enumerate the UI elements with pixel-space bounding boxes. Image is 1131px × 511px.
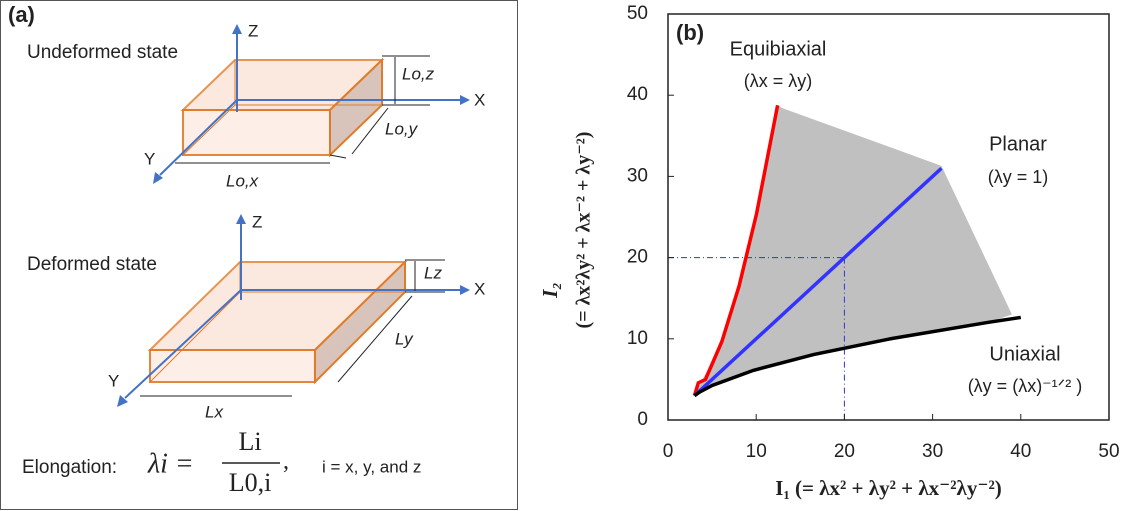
series-label: Equibiaxial — [730, 38, 827, 60]
x-axis-title: I₁ (= λx² + λy² + λx⁻²λy⁻²) — [775, 476, 1001, 500]
x-tick-label: 50 — [1098, 441, 1119, 462]
undeformed-axes — [153, 24, 470, 184]
index-note: i = x, y, and z — [322, 457, 421, 476]
axis-name: Y — [144, 149, 155, 168]
series-label: Uniaxial — [989, 343, 1060, 365]
equation-denominator: L0,i — [229, 468, 272, 497]
axis-name: Z — [252, 212, 262, 231]
dimension-label: Lo,y — [385, 119, 419, 138]
state-title: Undeformed state — [27, 42, 178, 63]
y-tick-label: 40 — [627, 84, 648, 105]
plot-frame — [667, 13, 1110, 421]
equation-lhs: λi = — [147, 448, 194, 479]
undeformed-box — [180, 57, 385, 158]
equation-label: Elongation: — [22, 457, 117, 478]
panel-frame — [0, 0, 518, 510]
x-tick-label: 30 — [922, 441, 943, 462]
equation-numerator: Li — [238, 427, 261, 456]
series-line — [692, 104, 780, 397]
undeformed-dimensions — [175, 55, 430, 164]
chart: Equibiaxial (λx = λy) Planar (λy = 1) Uniaxi… — [538, 3, 1120, 500]
series-note: (λx = λy) — [744, 71, 813, 91]
panel-label: (b) — [676, 20, 704, 45]
y-tick-label: 0 — [637, 409, 648, 430]
y-tick-label: 20 — [627, 247, 648, 268]
x-tick-label: 10 — [746, 441, 767, 462]
axis-name: X — [474, 279, 485, 298]
y-tick-label: 10 — [627, 328, 648, 349]
deformed-axes — [117, 214, 470, 407]
state-title: Deformed state — [27, 254, 157, 275]
series-line — [693, 315, 1022, 398]
x-tick-label: 20 — [834, 441, 855, 462]
series-note: (λy = (λx)⁻¹ᐟ² ) — [968, 376, 1083, 396]
panel-label: (a) — [8, 2, 35, 27]
axis-name: Z — [248, 21, 258, 40]
y-axis-title: (= λx²λy² + λx⁻² + λy⁻²) — [573, 132, 595, 329]
equation-separator: , — [283, 449, 289, 475]
dimension-label: Ly — [395, 329, 414, 348]
deformed-box — [147, 259, 408, 385]
y-axis-symbol: I₂ — [538, 282, 562, 299]
axis-name: X — [474, 90, 485, 109]
deformed-dimensions — [140, 259, 445, 397]
dimension-label: Lz — [424, 263, 442, 282]
dimension-label: Lo,x — [226, 171, 259, 190]
x-tick-label: 0 — [663, 441, 674, 462]
series-note: (λy = 1) — [988, 167, 1049, 187]
dimension-label: Lo,z — [402, 64, 435, 83]
y-tick-label: 50 — [627, 3, 648, 24]
axis-name: Y — [108, 371, 119, 390]
series-label: Planar — [989, 133, 1047, 155]
series-line — [693, 166, 943, 397]
x-tick-label: 40 — [1010, 441, 1031, 462]
dimension-label: Lx — [205, 402, 223, 421]
y-tick-label: 30 — [627, 165, 648, 186]
